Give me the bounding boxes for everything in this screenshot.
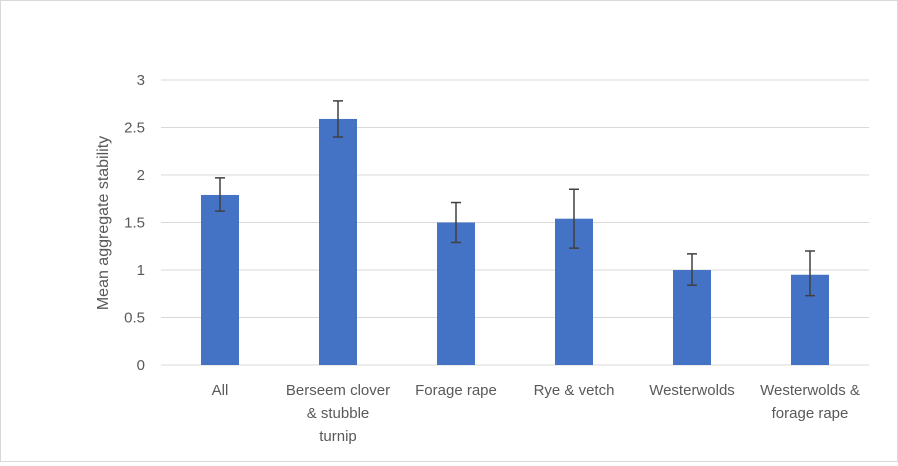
y-tick-label: 1.5	[124, 215, 145, 232]
x-tick-label: Forage rape	[415, 382, 497, 399]
y-axis-label: Mean aggregate stability	[95, 136, 112, 310]
y-tick-label: 3	[137, 72, 145, 89]
x-tick-label: Berseem clover & stubble turnip	[286, 382, 390, 445]
y-tick-label: 2.5	[124, 120, 145, 137]
x-tick-label: Rye & vetch	[534, 382, 615, 399]
bars	[201, 118, 829, 365]
gridlines	[161, 79, 869, 366]
y-tick-label: 2	[137, 167, 145, 184]
error-bar	[805, 250, 815, 297]
error-bars	[215, 100, 815, 297]
error-bar	[451, 201, 461, 244]
x-axis-tick-labels: All Berseem clover & stubble turnip Forage r…	[212, 382, 860, 445]
x-tick-label: Westerwolds & forage rape	[760, 382, 860, 422]
error-bar	[569, 188, 579, 249]
bar	[201, 194, 239, 365]
y-tick-label: 0	[137, 357, 145, 374]
error-bar	[333, 100, 343, 138]
y-tick-label: 1	[137, 262, 145, 279]
y-axis-tick-labels: 0 0.5 1 1.5 2 2.5 3	[124, 72, 145, 374]
error-bar	[215, 177, 225, 212]
bar	[319, 118, 357, 365]
error-bar	[687, 253, 697, 286]
x-tick-label: Westerwolds	[649, 382, 735, 399]
bar	[437, 222, 475, 365]
y-tick-label: 0.5	[124, 310, 145, 327]
x-tick-label: All	[212, 382, 229, 399]
